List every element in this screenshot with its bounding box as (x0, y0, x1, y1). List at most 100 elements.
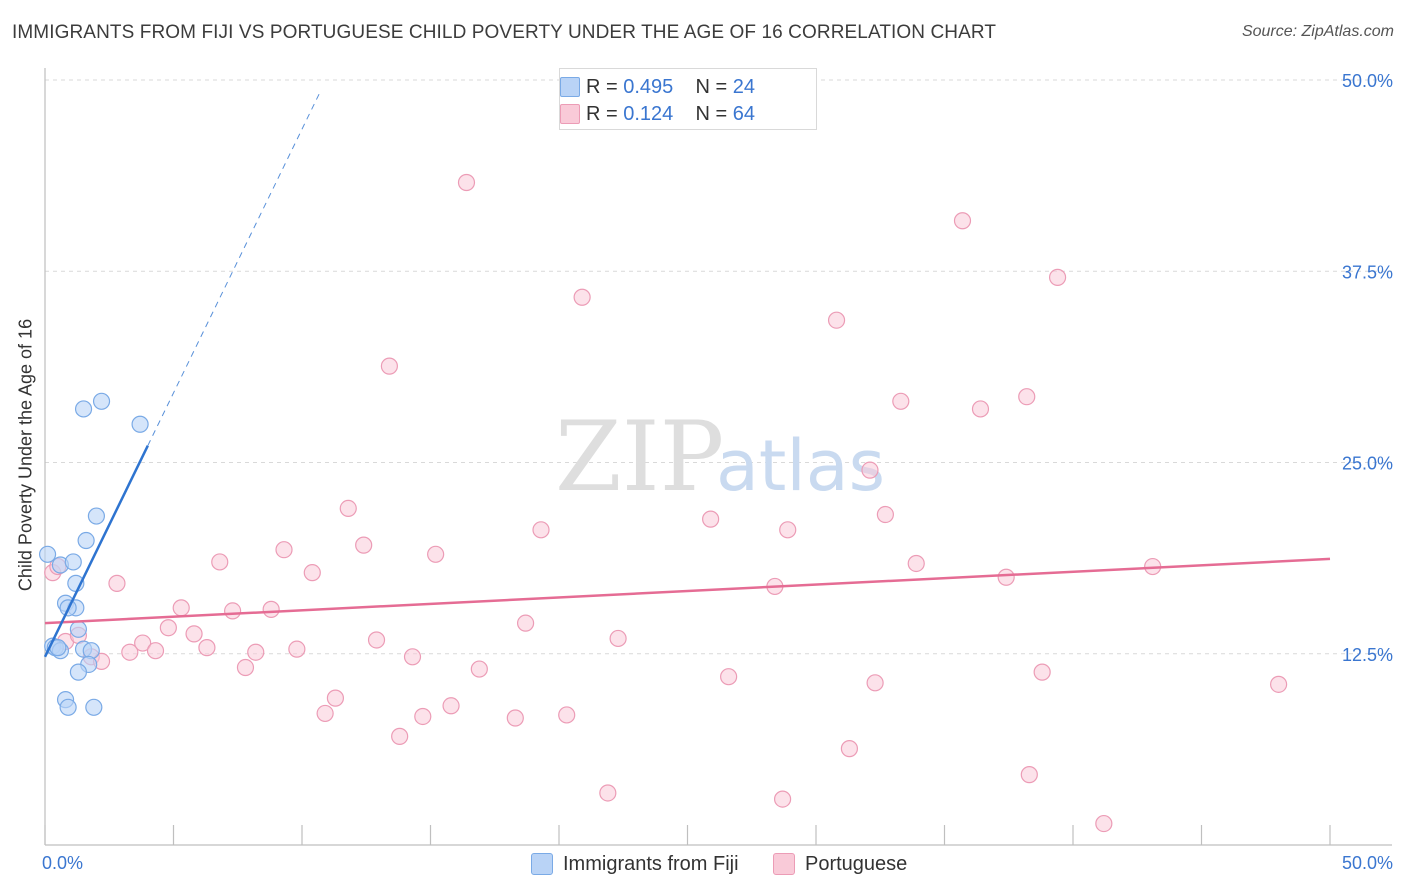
legend-r-label: R = (586, 102, 618, 125)
portuguese-point (720, 668, 738, 686)
portuguese-point (506, 709, 524, 727)
chart-title: IMMIGRANTS FROM FIJI VS PORTUGUESE CHILD… (12, 22, 997, 43)
trend-lines (43, 92, 1331, 658)
portuguese-point (442, 697, 460, 715)
portuguese-point (532, 521, 550, 539)
portuguese-point (275, 541, 293, 559)
portuguese-point (516, 614, 535, 632)
portuguese-point (414, 707, 432, 726)
portuguese-point (827, 311, 846, 329)
portuguese-point (773, 790, 792, 808)
portuguese-point (866, 674, 884, 692)
legend-r-value: 0.495 (623, 75, 674, 98)
fiji-swatch (560, 77, 580, 97)
portuguese-swatch (560, 104, 580, 124)
legend-n-value: 64 (732, 102, 756, 125)
portuguese-point (1033, 663, 1051, 681)
portuguese-point (236, 658, 255, 677)
fiji-legend-label: Immigrants from Fiji (563, 852, 739, 875)
portuguese-point (457, 173, 476, 192)
portuguese-point (146, 642, 165, 660)
watermark: ZIP atlas (555, 401, 885, 513)
portuguese-legend-label: Portuguese (805, 852, 908, 875)
fiji-point (69, 663, 88, 681)
bottom-legend-portuguese: Portuguese (773, 851, 907, 877)
fiji-point (131, 415, 149, 433)
fiji-trend-line (43, 445, 149, 658)
bottom-legend-fiji: Immigrants from Fiji (531, 851, 739, 877)
portuguese-point (198, 639, 216, 657)
y-tick-label: 12.5% (1342, 645, 1393, 665)
portuguese-point (971, 400, 990, 418)
fiji-point (92, 392, 111, 410)
portuguese-point (262, 600, 280, 618)
fiji-point (77, 531, 95, 550)
portuguese-point (367, 631, 386, 649)
portuguese-point (907, 554, 925, 573)
fiji-point (74, 400, 93, 418)
fiji-point (59, 698, 77, 716)
portuguese-point (316, 704, 334, 723)
portuguese-point (470, 660, 488, 678)
portuguese-point (134, 634, 152, 652)
portuguese-point (224, 602, 242, 620)
portuguese-point (779, 521, 797, 539)
legend-n-label: N = (695, 75, 728, 98)
portuguese-point (861, 461, 879, 479)
fiji-legend-swatch (531, 853, 553, 875)
portuguese-point (121, 643, 139, 661)
portuguese-point (326, 689, 345, 707)
portuguese-point (427, 545, 445, 563)
portuguese-trend-line (44, 557, 1331, 625)
portuguese-point (876, 505, 894, 524)
portuguese-point (185, 625, 203, 643)
y-tick-label: 37.5% (1342, 262, 1393, 282)
portuguese-point (355, 536, 373, 554)
portuguese-point (211, 553, 229, 571)
watermark-zip: ZIP (555, 401, 724, 513)
portuguese-point (599, 784, 617, 802)
portuguese-point (609, 629, 627, 648)
portuguese-point (892, 392, 910, 410)
x-tick-label: 0.0% (42, 853, 83, 873)
portuguese-point (702, 510, 720, 528)
portuguese-point (573, 288, 591, 306)
portuguese-point (159, 619, 177, 637)
fiji-point (64, 553, 82, 571)
y-axis-label: Child Poverty Under the Age of 16 (15, 318, 36, 592)
fiji-point (69, 620, 88, 638)
portuguese-point (108, 574, 126, 592)
source-label: Source: ZipAtlas.com (1241, 23, 1394, 40)
legend-row-portuguese: R = 0.124 N = 64 (560, 101, 756, 127)
y-tick-label: 25.0% (1342, 454, 1393, 474)
x-tick-label: 50.0% (1342, 853, 1393, 873)
fiji-series (38, 392, 149, 716)
portuguese-point (1020, 766, 1038, 784)
portuguese-legend-swatch (773, 853, 795, 875)
portuguese-point (403, 648, 422, 666)
portuguese-point (1048, 268, 1067, 286)
portuguese-point (339, 499, 357, 517)
legend-n-label: N = (695, 102, 728, 125)
fiji-point (87, 507, 106, 525)
portuguese-point (247, 643, 265, 661)
portuguese-point (840, 740, 859, 758)
y-tick-label: 50.0% (1342, 71, 1393, 91)
portuguese-point (558, 706, 576, 724)
watermark-atlas: atlas (716, 425, 885, 507)
gridlines (45, 79, 1392, 655)
portuguese-point (303, 564, 321, 582)
portuguese-point (997, 568, 1015, 586)
fiji-point (38, 545, 57, 563)
portuguese-point (1095, 814, 1113, 833)
portuguese-point (172, 599, 190, 617)
portuguese-point (1018, 388, 1036, 406)
legend-row-fiji: R = 0.495 N = 24 (560, 74, 756, 100)
portuguese-point (391, 727, 409, 745)
legend-r-value: 0.124 (623, 102, 674, 125)
legend-r-label: R = (586, 75, 618, 98)
legend-n-value: 24 (732, 75, 756, 98)
fiji-trend-extension (147, 92, 321, 446)
fiji-point (85, 698, 103, 716)
